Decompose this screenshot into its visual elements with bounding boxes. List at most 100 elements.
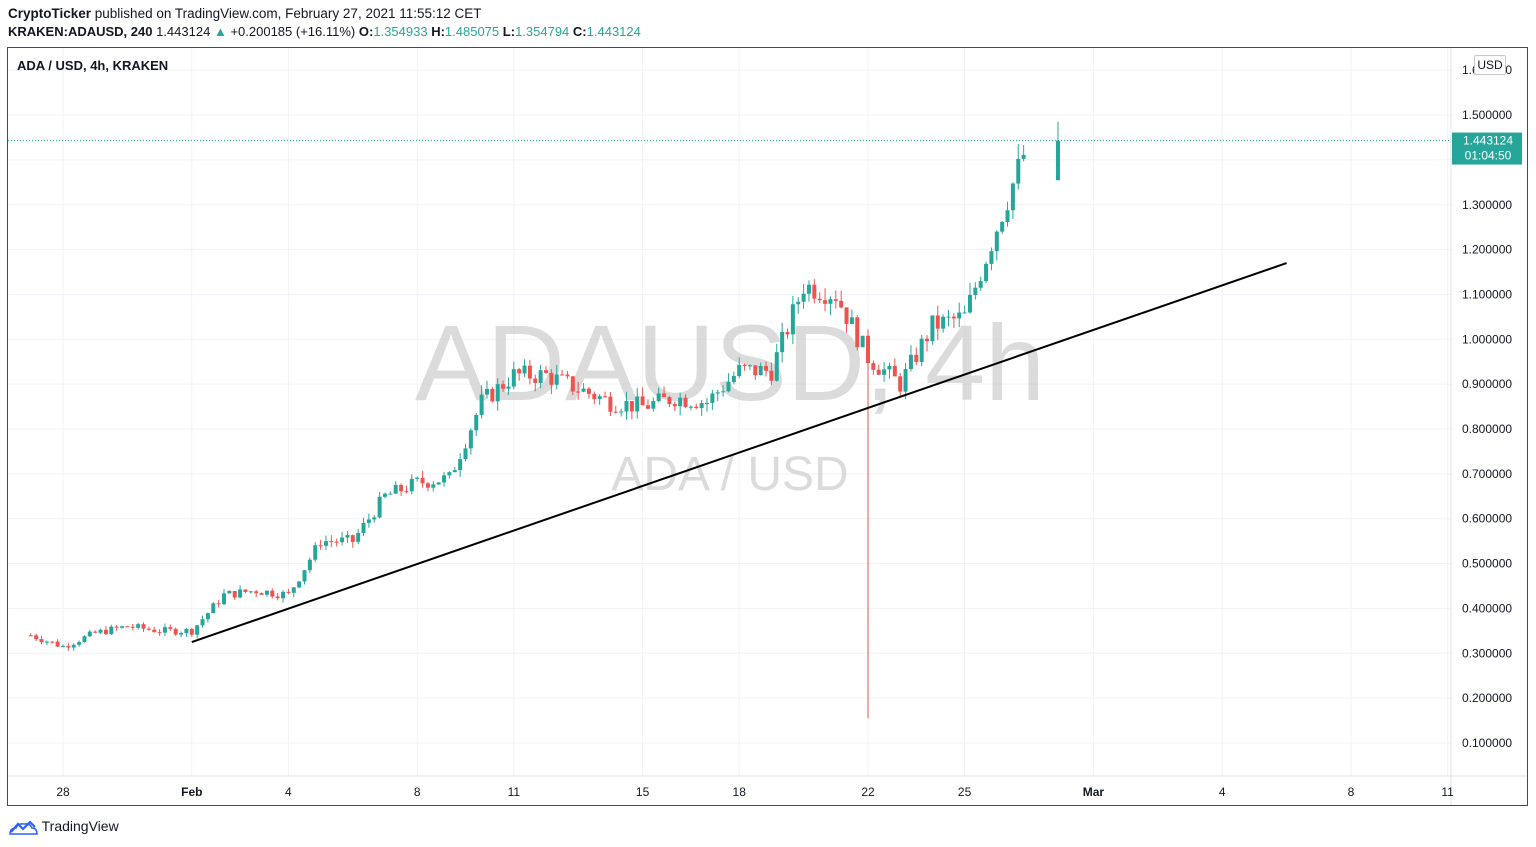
time-tick-label: 15 <box>636 785 650 799</box>
candle-body <box>667 397 672 405</box>
candle-body <box>61 646 65 648</box>
candle-body <box>710 393 715 403</box>
candle-body <box>1016 158 1021 184</box>
time-tick-label: 8 <box>414 785 421 799</box>
candle-body <box>264 590 269 595</box>
candle-body <box>576 391 581 393</box>
candle-body <box>608 396 613 412</box>
tradingview-logo[interactable]: TradingView <box>8 818 119 836</box>
candle-body <box>216 603 221 605</box>
last-candle-body <box>1055 140 1060 181</box>
candle-body <box>141 624 146 629</box>
candle-body <box>71 644 76 648</box>
candle-body <box>672 404 677 407</box>
candle-body <box>774 352 779 381</box>
candle-body <box>232 590 237 598</box>
candle-body <box>474 414 479 431</box>
candle-body <box>136 624 141 628</box>
candle-body <box>597 396 602 400</box>
candle-body <box>839 300 844 308</box>
currency-badge[interactable]: USD <box>1474 55 1506 75</box>
candle-body <box>871 363 876 370</box>
candle-body <box>307 559 312 571</box>
candle-body <box>329 541 334 543</box>
candle-body <box>254 591 259 594</box>
candle-body <box>790 304 795 335</box>
price-tick-label: 0.900000 <box>1462 377 1512 391</box>
candle-body <box>114 626 119 628</box>
last-price-label: 1.443124 <box>1463 134 1513 148</box>
candle-body <box>238 589 243 598</box>
candle-body <box>629 401 634 412</box>
time-tick-label: 25 <box>958 785 972 799</box>
candle-body <box>1005 210 1010 223</box>
last-price: 1.443124 <box>156 24 211 39</box>
candle-body <box>162 627 167 633</box>
candle-body <box>882 369 887 375</box>
candle-body <box>656 393 661 402</box>
candle-body <box>592 393 597 400</box>
candle-body <box>785 331 790 335</box>
candle-body <box>383 493 387 497</box>
candle-body <box>511 369 516 387</box>
candle-body <box>683 397 688 408</box>
candle-body <box>393 484 398 494</box>
candle-body <box>581 388 586 392</box>
low-value: 1.354794 <box>515 24 570 39</box>
candle-body <box>908 354 913 370</box>
candle-body <box>565 374 570 377</box>
candle-body <box>640 396 645 406</box>
candle-body <box>989 251 994 264</box>
candle-body <box>624 401 629 412</box>
candle-body <box>442 475 447 483</box>
candle-body <box>436 482 441 485</box>
candle-body <box>431 484 436 488</box>
high-value: 1.485075 <box>444 24 500 39</box>
candle-body <box>28 635 33 637</box>
price-tick-label: 1.300000 <box>1462 198 1512 212</box>
tradingview-cloud-icon <box>9 820 38 836</box>
candle-body <box>737 364 742 377</box>
candle-body <box>994 231 999 252</box>
candle-body <box>356 532 361 542</box>
candle-body <box>919 338 924 363</box>
candle-body <box>506 386 511 389</box>
candle-body <box>967 294 972 313</box>
candle-body <box>1010 183 1015 211</box>
candle-body <box>345 535 350 538</box>
candle-body <box>313 545 318 560</box>
candle-body <box>731 376 736 382</box>
candle-body <box>366 519 371 523</box>
watermark-main: ADAUSD, 4h <box>415 302 1045 423</box>
symbol-label: KRAKEN:ADAUSD, 240 <box>8 24 153 39</box>
candle-body <box>490 388 495 402</box>
candle-body <box>769 370 774 381</box>
candle-body <box>651 401 656 409</box>
candle-body <box>501 384 506 389</box>
candle-body <box>941 316 946 329</box>
candle-body <box>39 639 44 643</box>
candle-body <box>855 317 860 348</box>
candle-body <box>586 388 591 394</box>
candle-body <box>973 287 978 295</box>
candle-body <box>189 628 194 635</box>
open-value: 1.354933 <box>373 24 428 39</box>
candle-body <box>533 378 538 383</box>
candle-body <box>98 629 103 633</box>
candle-body <box>527 365 532 379</box>
price-tick-label: 1.500000 <box>1462 108 1512 122</box>
candle-body <box>764 366 769 371</box>
candle-body <box>318 545 323 547</box>
candle-body <box>409 478 414 492</box>
candle-body <box>109 626 114 635</box>
candle-body <box>452 470 457 473</box>
price-tick-label: 0.200000 <box>1462 691 1512 705</box>
price-tick-label: 0.400000 <box>1462 601 1512 615</box>
candle-body <box>415 477 420 479</box>
last-price-label-box: 1.443124 01:04:50 <box>1452 132 1522 165</box>
published-text: published on TradingView.com, February 2… <box>91 6 482 21</box>
candle-body <box>1000 222 1005 232</box>
candle-body <box>479 394 484 415</box>
candle-body <box>404 491 409 493</box>
